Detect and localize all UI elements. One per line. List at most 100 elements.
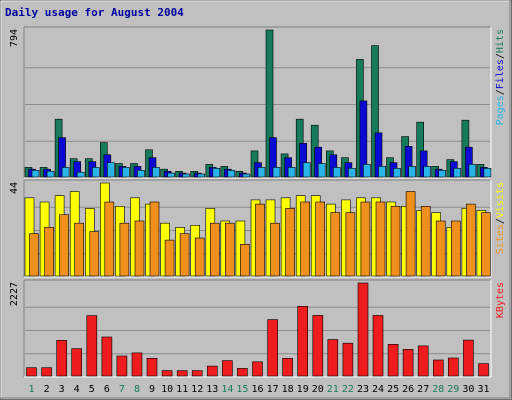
bar-sites-day-16 (255, 203, 265, 277)
legend-entry-top-3: / (495, 53, 506, 59)
bar-kbytes-day-17 (267, 319, 278, 377)
legend-entry-top-4: Hits (495, 29, 506, 53)
x-tick-label-day-11: 11 (176, 384, 188, 395)
bar-kbytes-day-1 (26, 367, 37, 377)
x-tick-label-day-14: 14 (221, 384, 233, 395)
bar-sites-day-10 (164, 239, 175, 277)
bar-sites-day-29 (450, 220, 461, 277)
bar-kbytes-day-26 (402, 348, 414, 377)
bar-sites-day-13 (210, 222, 220, 277)
x-tick-label-day-6: 6 (104, 384, 110, 395)
bar-kbytes-day-7 (116, 355, 128, 377)
bar-pages-day-1 (31, 170, 40, 178)
bar-kbytes-day-3 (56, 339, 68, 377)
bar-sites-day-15 (240, 244, 250, 277)
bar-sites-day-27 (420, 206, 431, 277)
legend-bottom: KBytes (495, 282, 506, 318)
x-tick-label-day-16: 16 (251, 384, 263, 395)
bar-pages-day-31 (483, 168, 492, 178)
bar-pages-day-7 (122, 167, 130, 178)
bar-pages-day-21 (332, 167, 341, 178)
bar-sites-day-26 (405, 191, 416, 277)
bar-sites-day-9 (149, 201, 160, 277)
x-tick-label-day-1: 1 (28, 384, 34, 395)
x-tick-label-day-17: 17 (267, 384, 279, 395)
bar-pages-day-28 (438, 170, 447, 178)
bar-sites-day-2 (44, 227, 54, 277)
bar-kbytes-day-6 (101, 336, 113, 377)
bar-pages-day-20 (317, 163, 326, 178)
bar-kbytes-day-23 (357, 282, 369, 377)
panel-bottom: 2227 KBytes (9, 279, 506, 378)
bar-sites-day-23 (360, 201, 371, 277)
y-max-label-bottom: 2227 (9, 282, 20, 306)
bar-pages-day-23 (363, 164, 371, 178)
x-tick-label-day-22: 22 (342, 384, 354, 395)
x-tick-label-day-29: 29 (447, 384, 459, 395)
legend-top: Pages/Files/Hits (495, 29, 506, 125)
x-tick-label-day-21: 21 (327, 384, 339, 395)
x-tick-label-day-10: 10 (161, 384, 173, 395)
x-tick-label-day-31: 31 (477, 384, 489, 395)
bar-pages-day-16 (257, 167, 266, 178)
bar-pages-day-13 (212, 168, 221, 178)
bar-kbytes-day-12 (191, 370, 203, 377)
bar-kbytes-day-13 (207, 365, 218, 377)
bar-pages-day-10 (167, 172, 175, 178)
bar-sites-day-12 (194, 237, 205, 277)
bar-pages-day-30 (468, 164, 477, 178)
bar-sites-day-8 (134, 220, 145, 277)
bar-pages-day-29 (453, 168, 462, 178)
bar-pages-day-11 (182, 173, 190, 178)
bar-sites-day-18 (285, 208, 295, 277)
x-tick-label-day-7: 7 (119, 384, 125, 395)
bar-kbytes-day-16 (252, 361, 263, 377)
bar-sites-day-28 (435, 220, 446, 277)
bar-sites-day-1 (29, 233, 39, 277)
x-tick-label-day-8: 8 (134, 384, 140, 395)
x-tick-label-day-13: 13 (206, 384, 218, 395)
bar-pages-day-15 (242, 173, 251, 178)
bar-kbytes-day-10 (161, 370, 173, 377)
bar-kbytes-day-31 (478, 363, 489, 377)
bar-kbytes-day-5 (86, 315, 98, 377)
x-tick-label-day-19: 19 (297, 384, 309, 395)
bar-pages-day-8 (137, 170, 145, 178)
bar-sites-day-6 (104, 201, 115, 277)
bar-sites-day-19 (300, 201, 311, 277)
bar-kbytes-day-18 (282, 357, 293, 377)
bar-kbytes-day-20 (312, 315, 324, 377)
bar-sites-day-7 (119, 222, 130, 277)
bar-kbytes-day-24 (372, 315, 384, 377)
bar-pages-day-12 (197, 173, 205, 178)
bar-kbytes-day-9 (146, 357, 158, 377)
chart-title: Daily usage for August 2004 (5, 6, 184, 19)
bar-pages-day-25 (393, 168, 401, 178)
bar-sites-day-5 (89, 231, 100, 277)
bar-sites-day-17 (270, 222, 280, 277)
panel-middle: 44 Sites/Visits (9, 179, 506, 278)
x-tick-label-day-30: 30 (462, 384, 474, 395)
x-tick-label-day-5: 5 (89, 384, 95, 395)
legend-entry-top-0: Pages (495, 95, 506, 125)
x-tick-label-day-9: 9 (149, 384, 155, 395)
x-tick-label-day-26: 26 (402, 384, 414, 395)
bar-kbytes-day-19 (297, 305, 309, 377)
bar-kbytes-day-14 (222, 360, 233, 377)
bar-kbytes-day-15 (237, 368, 248, 377)
bar-sites-day-24 (375, 201, 386, 277)
legend-entry-top-1: / (495, 89, 506, 95)
y-max-label-top: 794 (9, 29, 20, 47)
bar-sites-day-25 (390, 206, 401, 277)
bar-sites-day-30 (466, 203, 476, 277)
x-axis-tick-labels: 1 2 3 4 5 6 7 8 9 10 11 12 13 14 15 16 17 18 19 20 21 22 23 24 2… (28, 384, 489, 395)
bar-pages-day-26 (408, 166, 416, 178)
bar-pages-day-17 (272, 167, 281, 178)
x-tick-label-day-4: 4 (74, 384, 80, 395)
bar-sites-day-20 (315, 201, 326, 277)
x-tick-label-day-12: 12 (191, 384, 203, 395)
legend-entry-bottom-0: KBytes (495, 282, 506, 318)
bar-sites-day-3 (59, 214, 69, 277)
bar-kbytes-day-27 (417, 345, 429, 377)
